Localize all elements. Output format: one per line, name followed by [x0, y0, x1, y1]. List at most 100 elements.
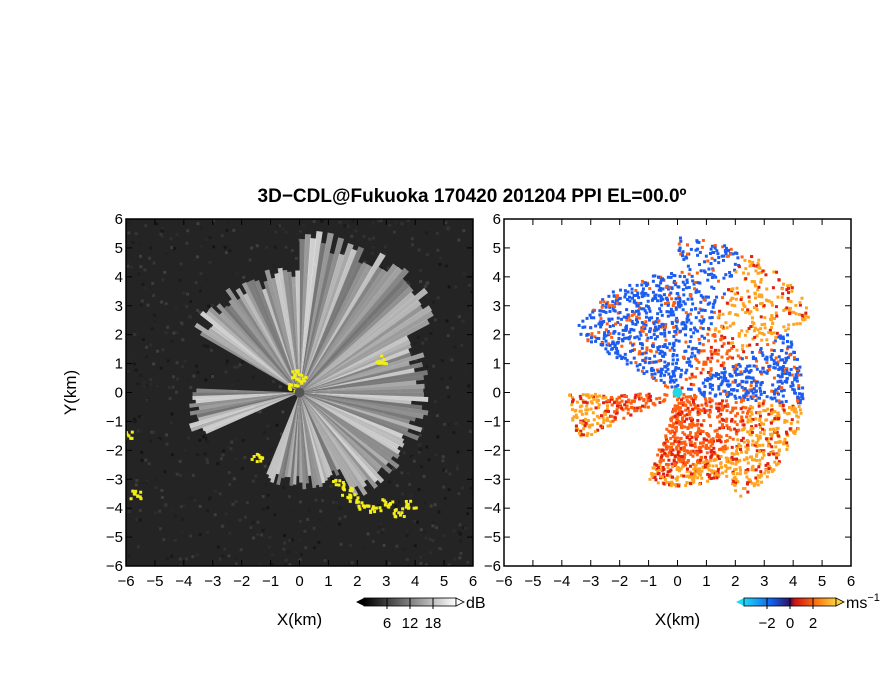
velocity-pixel: [709, 247, 713, 251]
velocity-pixel: [795, 376, 799, 380]
noise-pixel: [228, 531, 232, 535]
velocity-pixel: [786, 433, 790, 437]
noise-pixel: [414, 358, 418, 362]
y-tick-label: 5: [493, 240, 501, 257]
echo-wedge: [235, 287, 300, 393]
velocity-pixel: [772, 376, 776, 380]
velocity-pixel: [779, 358, 783, 362]
noise-pixel: [187, 497, 191, 501]
velocity-pixel: [645, 393, 649, 397]
echo-wedge: [194, 322, 300, 393]
velocity-pixel: [608, 424, 612, 428]
velocity-pixel: [733, 292, 737, 296]
velocity-pixel: [678, 246, 682, 250]
velocity-pixel: [797, 396, 801, 400]
velocity-pixel: [616, 321, 620, 325]
velocity-pixel: [711, 387, 715, 391]
velocity-pixel: [694, 357, 698, 361]
velocity-pixel: [750, 397, 754, 401]
noise-pixel: [425, 365, 429, 369]
noise-pixel: [282, 533, 286, 537]
overlay-pixel: [346, 495, 350, 499]
overlay-pixel: [139, 490, 143, 494]
noise-pixel: [170, 246, 174, 250]
noise-pixel: [189, 299, 193, 303]
velocity-pixel: [792, 365, 796, 369]
overlay-pixel: [304, 375, 308, 379]
noise-pixel: [241, 438, 245, 442]
velocity-pixel: [763, 322, 767, 326]
velocity-pixel: [710, 244, 714, 248]
echo-wedge: [299, 392, 401, 455]
velocity-pixel: [607, 304, 611, 308]
noise-pixel: [228, 544, 232, 548]
velocity-pixel: [734, 459, 738, 463]
velocity-pixel: [691, 407, 695, 411]
velocity-pixel: [773, 460, 777, 464]
echo-wedge: [299, 392, 385, 484]
velocity-pixel: [734, 462, 738, 466]
velocity-pixel: [712, 310, 716, 314]
noise-pixel: [304, 546, 308, 550]
echo-wedge: [225, 287, 300, 393]
velocity-pixel: [673, 283, 677, 287]
velocity-pixel: [714, 402, 718, 406]
velocity-pixel: [636, 406, 640, 410]
velocity-pixel: [690, 364, 694, 368]
velocity-pixel: [617, 297, 621, 301]
noise-pixel: [190, 496, 194, 500]
velocity-pixel: [585, 316, 589, 320]
noise-pixel: [142, 480, 146, 484]
velocity-pixel: [709, 469, 713, 473]
noise-pixel: [224, 251, 228, 255]
noise-pixel: [425, 294, 429, 298]
velocity-pixel: [724, 419, 728, 423]
velocity-pixel: [573, 409, 577, 413]
velocity-pixel: [661, 278, 665, 282]
velocity-pixel: [705, 379, 709, 383]
noise-pixel: [186, 292, 190, 296]
velocity-pixel: [601, 416, 605, 420]
velocity-pixel: [571, 400, 575, 404]
velocity-pixel: [674, 330, 678, 334]
velocity-pixel: [753, 335, 757, 339]
velocity-pixel: [731, 437, 735, 441]
velocity-pixel: [617, 336, 621, 340]
velocity-pixel: [801, 315, 805, 319]
velocity-pixel: [696, 419, 700, 423]
noise-pixel: [261, 495, 265, 499]
overlay-pixel: [375, 360, 379, 364]
velocity-pixel: [604, 302, 608, 306]
velocity-pixel: [682, 449, 686, 453]
velocity-pixel: [650, 298, 654, 302]
velocity-pixel: [796, 401, 800, 405]
velocity-pixel: [751, 337, 755, 341]
velocity-pixel: [754, 468, 758, 472]
noise-pixel: [180, 322, 184, 326]
noise-pixel: [462, 272, 466, 276]
velocity-pixel: [676, 358, 680, 362]
velocity-pixel: [734, 467, 738, 471]
noise-pixel: [388, 223, 392, 227]
velocity-pixel: [651, 342, 655, 346]
noise-pixel: [182, 291, 186, 295]
velocity-pixel: [676, 453, 680, 457]
echo-wedge: [299, 266, 383, 393]
noise-pixel: [317, 524, 321, 528]
noise-pixel: [130, 499, 134, 503]
velocity-pixel: [721, 445, 725, 449]
velocity-pixel: [757, 265, 761, 269]
velocity-pixel: [709, 424, 713, 428]
velocity-pixel: [722, 292, 726, 296]
echo-wedge: [299, 335, 409, 393]
overlay-pixel: [342, 485, 346, 489]
velocity-pixel: [726, 457, 730, 461]
velocity-pixel: [748, 388, 752, 392]
velocity-pixel: [666, 385, 670, 389]
noise-pixel: [419, 268, 423, 272]
velocity-pixel: [680, 410, 684, 414]
velocity-pixel: [742, 388, 746, 392]
velocity-pixel: [691, 472, 695, 476]
noise-pixel: [138, 429, 142, 433]
overlay-pixel: [255, 452, 259, 456]
